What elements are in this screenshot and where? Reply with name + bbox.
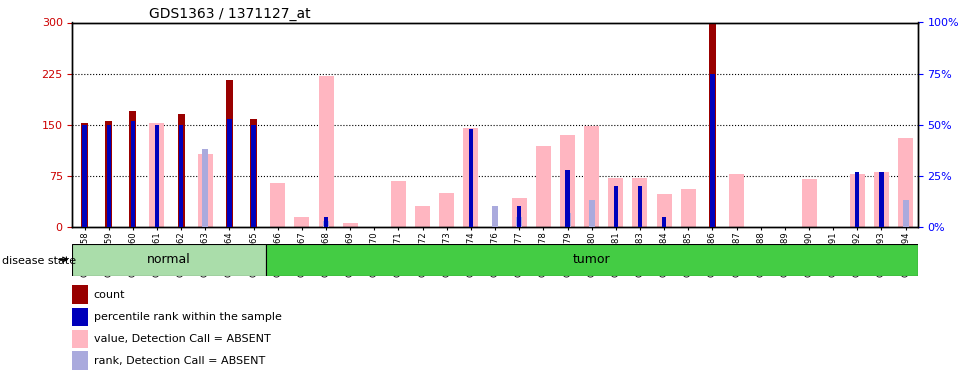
Bar xyxy=(564,213,571,227)
Bar xyxy=(588,200,595,227)
Bar xyxy=(709,24,716,227)
Bar xyxy=(178,114,185,227)
Bar xyxy=(324,217,328,227)
Bar xyxy=(855,172,860,227)
Bar xyxy=(492,206,498,227)
Bar xyxy=(874,172,889,227)
Bar xyxy=(150,123,164,227)
Bar xyxy=(560,135,575,227)
Text: count: count xyxy=(94,290,126,300)
Bar xyxy=(464,128,478,227)
Bar xyxy=(266,244,918,276)
Bar xyxy=(251,124,256,227)
Text: value, Detection Call = ABSENT: value, Detection Call = ABSENT xyxy=(94,334,270,344)
Bar xyxy=(657,194,671,227)
Bar xyxy=(106,124,111,227)
Bar xyxy=(72,330,88,348)
Bar xyxy=(565,170,570,227)
Bar xyxy=(179,124,184,227)
Text: rank, Detection Call = ABSENT: rank, Detection Call = ABSENT xyxy=(94,356,265,366)
Bar xyxy=(81,123,88,227)
Bar xyxy=(227,118,232,227)
Bar xyxy=(155,124,159,227)
Text: disease state: disease state xyxy=(2,256,76,266)
Bar xyxy=(613,186,618,227)
Bar xyxy=(638,186,642,227)
Bar xyxy=(536,147,551,227)
Bar xyxy=(850,174,865,227)
Bar xyxy=(72,308,88,326)
Bar xyxy=(323,221,329,227)
Bar xyxy=(879,172,884,227)
Bar xyxy=(226,80,233,227)
Bar xyxy=(270,183,285,227)
Text: tumor: tumor xyxy=(573,253,611,266)
Bar xyxy=(902,200,909,227)
Bar xyxy=(202,149,209,227)
Text: GDS1363 / 1371127_at: GDS1363 / 1371127_at xyxy=(149,8,310,21)
Bar xyxy=(512,198,526,227)
Bar xyxy=(517,206,522,227)
Bar xyxy=(609,178,623,227)
Bar xyxy=(391,180,406,227)
Bar xyxy=(198,154,213,227)
Bar xyxy=(710,74,715,227)
Bar xyxy=(584,126,599,227)
Bar xyxy=(82,124,87,227)
Bar xyxy=(469,129,473,227)
Bar xyxy=(72,351,88,370)
Bar xyxy=(633,178,647,227)
Bar xyxy=(898,138,913,227)
Bar xyxy=(250,119,257,227)
Bar xyxy=(802,179,816,227)
Bar xyxy=(729,174,744,227)
Bar xyxy=(295,217,309,227)
Bar xyxy=(72,244,266,276)
Bar xyxy=(105,121,112,227)
Text: normal: normal xyxy=(147,253,191,266)
Bar xyxy=(319,76,333,227)
Bar xyxy=(440,193,454,227)
Bar xyxy=(681,189,696,227)
Bar xyxy=(343,224,357,227)
Bar xyxy=(516,217,523,227)
Bar xyxy=(662,217,667,227)
Bar xyxy=(130,121,135,227)
Text: percentile rank within the sample: percentile rank within the sample xyxy=(94,312,281,322)
Bar xyxy=(129,111,136,227)
Bar xyxy=(415,206,430,227)
Bar xyxy=(72,285,88,304)
